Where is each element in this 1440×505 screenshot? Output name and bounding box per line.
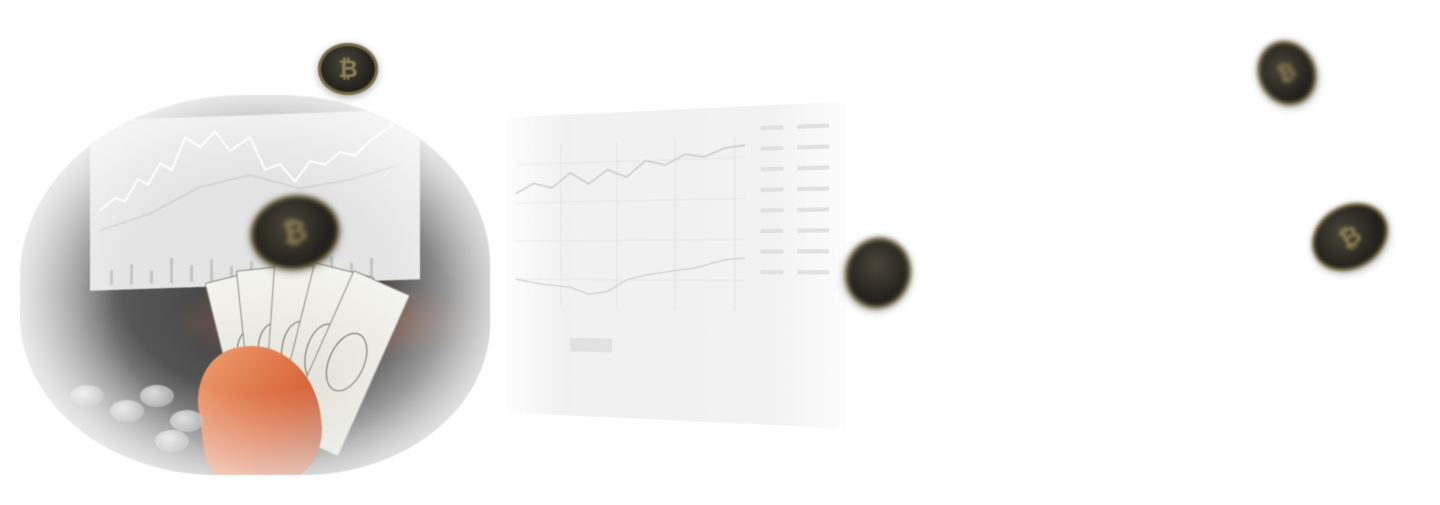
bitcoin-coin-icon: ₿ <box>318 43 378 95</box>
silver-coin <box>70 385 104 407</box>
silver-coin <box>170 410 204 432</box>
bitcoin-coin-icon: ₿ <box>1247 31 1327 115</box>
bitcoin-coin-icon <box>835 229 920 318</box>
bitcoin-symbol: ₿ <box>338 55 358 84</box>
bitcoin-coin-icon: ₿ <box>1299 189 1400 284</box>
bitcoin-symbol: ₿ <box>1333 218 1367 255</box>
silver-coin <box>110 400 144 422</box>
trading-screen <box>507 102 845 429</box>
silver-coin <box>140 385 174 407</box>
money-photo <box>20 95 490 475</box>
bitcoin-symbol: ₿ <box>280 213 310 252</box>
silver-coin <box>155 430 189 452</box>
bitcoin-symbol: ₿ <box>1273 57 1300 88</box>
price-chart-icon <box>90 109 420 291</box>
